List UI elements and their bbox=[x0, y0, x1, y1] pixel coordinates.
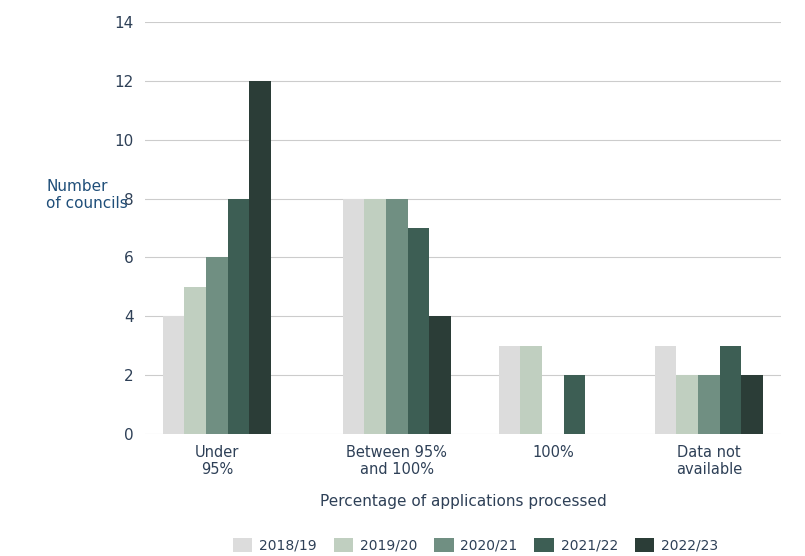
Bar bbox=[206, 257, 228, 434]
Bar bbox=[365, 198, 386, 434]
Bar bbox=[499, 345, 521, 434]
Bar bbox=[163, 316, 184, 434]
Bar bbox=[407, 228, 429, 434]
Bar bbox=[698, 375, 720, 434]
Bar bbox=[184, 287, 206, 434]
Y-axis label: Number
of councils: Number of councils bbox=[47, 179, 128, 211]
Legend: 2018/19, 2019/20, 2020/21, 2021/22, 2022/23: 2018/19, 2019/20, 2020/21, 2021/22, 2022… bbox=[228, 533, 724, 556]
Bar bbox=[429, 316, 451, 434]
Bar bbox=[250, 81, 271, 434]
Bar bbox=[386, 198, 407, 434]
Bar bbox=[521, 345, 542, 434]
Bar bbox=[564, 375, 585, 434]
Bar bbox=[228, 198, 250, 434]
Bar bbox=[741, 375, 763, 434]
Bar bbox=[720, 345, 741, 434]
Bar bbox=[343, 198, 365, 434]
Bar bbox=[654, 345, 676, 434]
X-axis label: Percentage of applications processed: Percentage of applications processed bbox=[320, 494, 606, 509]
Bar bbox=[676, 375, 698, 434]
